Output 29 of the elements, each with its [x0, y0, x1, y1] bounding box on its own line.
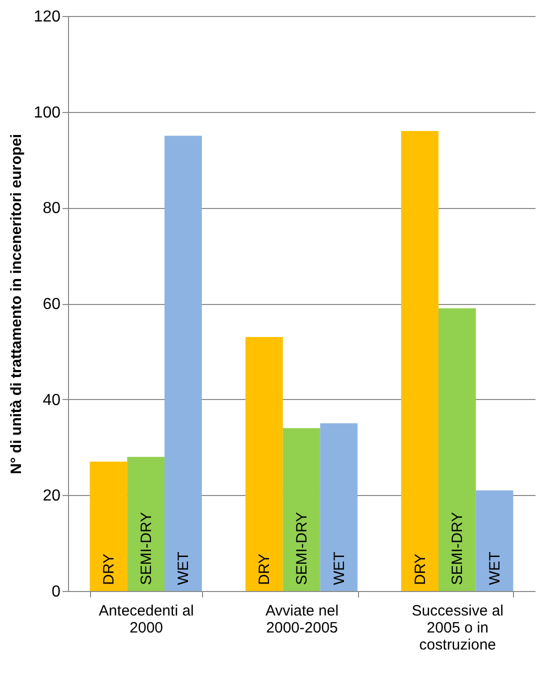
text: SEMI-DRY [449, 512, 466, 585]
bar [127, 456, 165, 591]
bar [476, 490, 514, 591]
y-tick-label: 20 [42, 488, 61, 505]
bar [245, 337, 283, 591]
x-tick-label: Successive al 2005 o in costruzione [412, 602, 504, 654]
bar [320, 423, 358, 591]
text: WET [330, 552, 348, 585]
bar [438, 308, 476, 591]
y-axis-title: N° di unità di trattamento in inceneritori europei [8, 134, 25, 474]
y-tick-label: 0 [52, 584, 61, 600]
series-label: SEMI-DRY [138, 512, 155, 585]
text: DRY [256, 554, 274, 585]
y-tick-label: 120 [34, 8, 61, 26]
text: WET [486, 552, 504, 585]
bar [164, 136, 202, 591]
text: DRY [412, 554, 429, 585]
y-tick-label: 80 [42, 200, 61, 218]
series-label: WET [175, 552, 192, 585]
x-tick-label: Antecedenti al 2000 [98, 602, 194, 636]
bar [90, 462, 128, 591]
text: SEMI-DRY [294, 512, 310, 585]
x-tick-label: Avviate nel 2000-2005 [265, 602, 339, 636]
y-tick-label: 60 [42, 296, 61, 313]
bar [282, 428, 320, 591]
y-tick-label: 40 [42, 392, 61, 409]
bar [401, 131, 438, 591]
y-tick-label: 100 [34, 104, 61, 122]
series-label: DRY [100, 554, 118, 585]
